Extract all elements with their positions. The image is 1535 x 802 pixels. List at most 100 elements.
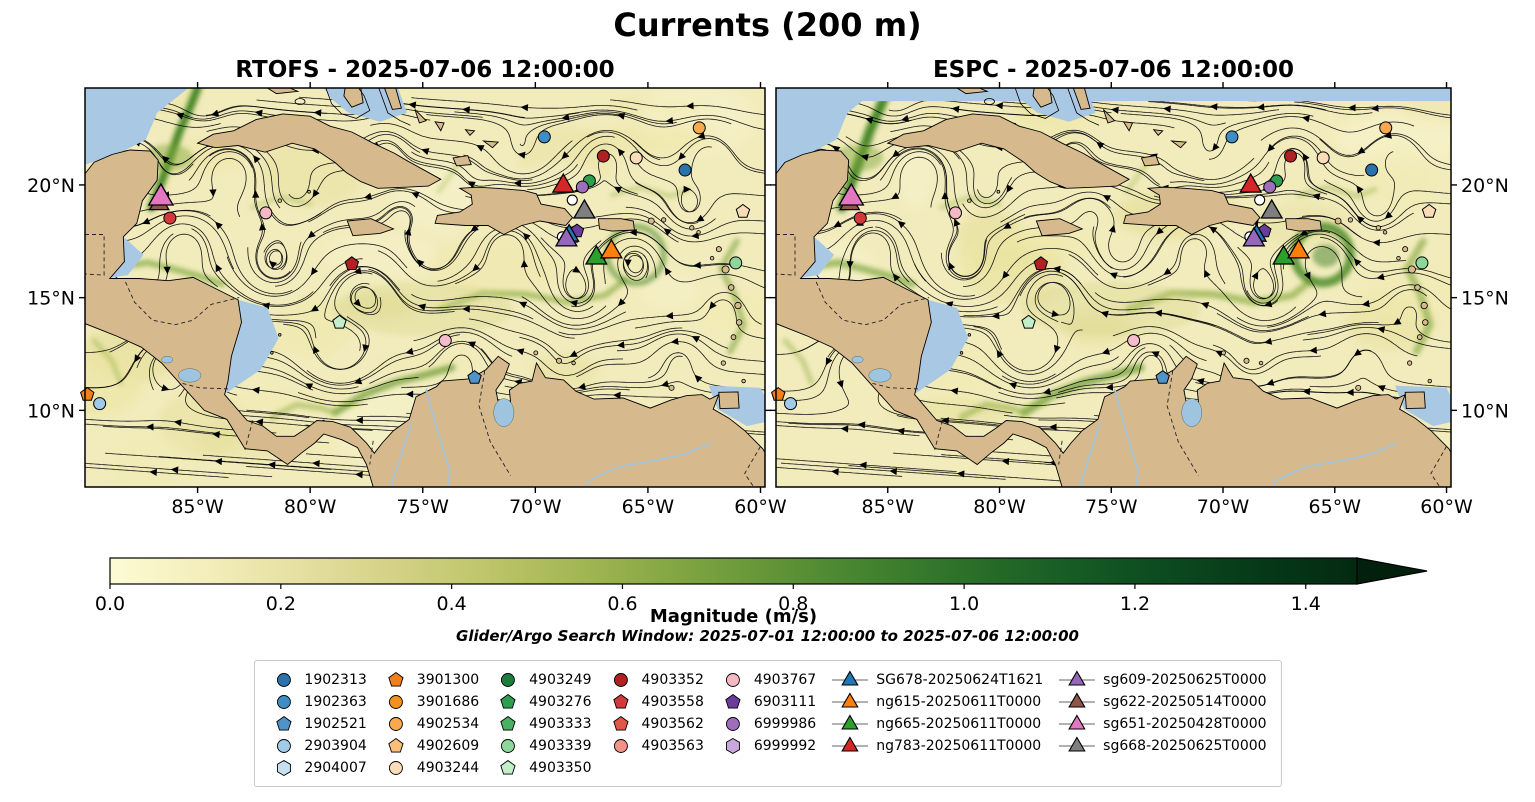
legend-column: 4903767 6903111 6999986 6999992 xyxy=(718,669,816,778)
argo-legend-marker-icon xyxy=(613,672,628,687)
legend-item-label: 6903111 xyxy=(753,693,817,710)
legend-item: 2903904 xyxy=(268,735,367,756)
legend-item-label: 4903339 xyxy=(529,737,592,754)
legend-item-label: 3901300 xyxy=(416,671,480,688)
legend-item: 4903767 xyxy=(718,669,816,690)
land-layer xyxy=(85,88,765,487)
colorbar-tick-label: 0.8 xyxy=(778,593,808,615)
argo-float-marker xyxy=(853,211,867,225)
rtofs-map: 85°W 80°W 75°W 70°W 65°W 60°W 20°N 15°N 10°N xyxy=(27,82,787,518)
glider-marker-sg651 xyxy=(147,182,175,206)
legend-item-label: 4903333 xyxy=(529,715,592,732)
glider-marker-ng665 xyxy=(1272,244,1296,265)
glider-legend-marker-icon xyxy=(832,691,869,708)
svg-text:60°W: 60°W xyxy=(734,496,787,518)
argo-legend-marker-icon xyxy=(276,738,291,753)
legend-item: sg622-20250514T0000 xyxy=(1057,691,1267,712)
argo-float-marker xyxy=(575,180,589,194)
legend-item: 4903339 xyxy=(493,735,592,756)
argo-float-marker xyxy=(678,163,692,177)
glider-marker-ng783 xyxy=(1239,172,1263,193)
argo-float-marker xyxy=(1263,180,1277,194)
legend-item: ng665-20250611T0000 xyxy=(830,713,1043,734)
argo-float-marker xyxy=(1421,203,1437,218)
glider-legend-marker-icon xyxy=(832,669,869,686)
svg-text:75°W: 75°W xyxy=(1085,496,1138,518)
argo-float-marker xyxy=(784,397,798,411)
legend-item: sg668-20250625T0000 xyxy=(1057,735,1267,756)
argo-legend-marker-icon xyxy=(500,715,516,731)
svg-text:10°N: 10°N xyxy=(1461,400,1509,422)
legend-item-label: 1902313 xyxy=(304,671,367,688)
svg-text:75°W: 75°W xyxy=(397,496,450,518)
argo-legend-marker-icon xyxy=(725,672,740,687)
legend-item-label: 4903563 xyxy=(641,737,704,754)
argo-float-marker xyxy=(259,206,273,220)
argo-legend-marker-icon xyxy=(612,693,629,709)
legend-item-label: 3901686 xyxy=(416,693,480,710)
svg-text:60°W: 60°W xyxy=(1420,496,1473,518)
argo-float-marker xyxy=(1155,370,1170,384)
argo-legend-marker-icon xyxy=(276,672,291,687)
legend-item: 4903558 xyxy=(606,691,704,712)
argo-float-marker xyxy=(163,211,177,225)
svg-text:85°W: 85°W xyxy=(862,496,915,518)
glider-legend-marker-icon xyxy=(1059,691,1096,708)
argo-float-marker xyxy=(729,256,743,270)
legend-column: SG678-20250624T1621 ng615-20250611T0000 ng… xyxy=(830,669,1043,778)
argo-float-marker xyxy=(596,149,610,163)
argo-float-marker xyxy=(629,151,643,165)
colorbar-tick-label: 1.4 xyxy=(1291,593,1321,615)
legend-item: 6903111 xyxy=(718,691,816,712)
search-window-note: Glider/Argo Search Window: 2025-07-01 12… xyxy=(456,627,1079,645)
legend-item-label: ng615-20250611T0000 xyxy=(876,693,1042,710)
legend-item: 4903352 xyxy=(606,669,704,690)
legend-item-label: 6999992 xyxy=(753,737,817,754)
legend-item-label: 4903352 xyxy=(641,671,704,688)
argo-float-marker xyxy=(1316,151,1330,165)
argo-float-marker xyxy=(332,314,347,329)
legend-item-label: 1902363 xyxy=(304,693,367,710)
glider-legend-marker-icon xyxy=(832,713,869,730)
legend-item: 4903244 xyxy=(381,757,479,778)
land-layer xyxy=(776,88,1451,487)
argo-float-marker xyxy=(537,130,551,144)
argo-legend-marker-icon xyxy=(388,671,404,687)
legend-item-label: 2903904 xyxy=(304,737,367,754)
rtofs-panel-title: RTOFS - 2025-07-06 12:00:00 xyxy=(235,57,615,83)
espc-map: 85°W 80°W 75°W 70°W 65°W 60°W 20°N 15°N 10°N xyxy=(770,82,1509,518)
legend-item-label: 4903562 xyxy=(641,715,704,732)
legend-item: 2904007 xyxy=(268,757,367,778)
colorbar-extend-arrow xyxy=(1356,557,1428,585)
argo-float-marker xyxy=(344,256,360,270)
colorbar-label: Magnitude (m/s) xyxy=(649,606,818,627)
argo-legend-marker-icon xyxy=(388,760,403,775)
legend-item-label: 1902521 xyxy=(304,715,367,732)
legend-item: sg609-20250625T0000 xyxy=(1057,669,1267,690)
axes-layer: 85°W 80°W 75°W 70°W 65°W 60°W 20°N 15°N 10°N xyxy=(770,82,1509,518)
argo-legend-marker-icon xyxy=(276,694,291,709)
legend-item: 4902609 xyxy=(381,735,479,756)
glider-legend-marker-icon xyxy=(1059,735,1096,752)
glider-marker-sg668 xyxy=(572,198,596,219)
legend-item: 6999986 xyxy=(718,713,816,734)
svg-text:70°W: 70°W xyxy=(509,496,562,518)
argo-float-marker xyxy=(735,203,751,218)
colorbar: 0.0 0.2 0.4 0.6 0.8 1.0 1.2 1.4 xyxy=(95,557,1428,615)
svg-text:10°N: 10°N xyxy=(27,400,75,422)
argo-float-marker xyxy=(1033,256,1049,270)
argo-legend-marker-icon xyxy=(500,759,516,775)
argo-float-marker xyxy=(771,386,786,401)
legend-item: ng615-20250611T0000 xyxy=(830,691,1043,712)
argo-legend-marker-icon xyxy=(275,715,292,731)
colorbar-tick-label: 0.4 xyxy=(437,593,467,615)
argo-float-marker xyxy=(948,206,962,220)
argo-float-marker xyxy=(1284,149,1298,163)
legend-item: sg651-20250428T0000 xyxy=(1057,713,1267,734)
argo-legend-marker-icon xyxy=(501,738,516,753)
legend-item-label: sg609-20250625T0000 xyxy=(1103,671,1267,688)
argo-legend-marker-icon xyxy=(388,694,403,709)
legend-item-label: 2904007 xyxy=(304,759,367,776)
legend-column: 1902313 1902363 1902521 2903904 2904007 xyxy=(268,669,367,778)
glider-marker-ng665 xyxy=(584,244,608,265)
